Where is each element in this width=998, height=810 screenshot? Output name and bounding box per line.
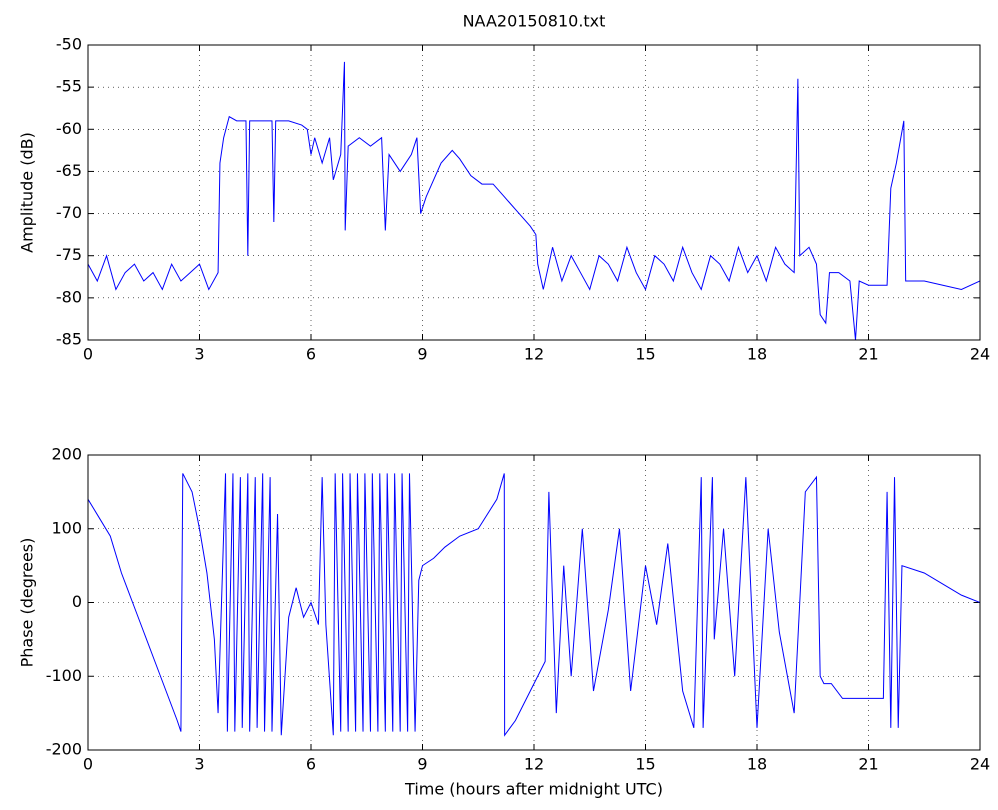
y-tick-label: -200 [46, 740, 82, 759]
data-line [88, 61, 980, 340]
x-tick-label: 6 [306, 755, 316, 774]
y-tick-label: -60 [56, 119, 82, 138]
x-tick-label: 6 [306, 345, 316, 364]
x-tick-label: 9 [417, 755, 427, 774]
axes-frame [87, 454, 981, 751]
x-tick-label: 21 [858, 755, 878, 774]
x-tick-label: 21 [858, 345, 878, 364]
x-tick-label: 12 [524, 345, 544, 364]
y-tick-label: 200 [51, 445, 82, 464]
data-line [88, 473, 980, 737]
x-tick-label: 12 [524, 755, 544, 774]
x-tick-label: 9 [417, 345, 427, 364]
axes: -85 -80 -75 -70 -65 -60 -55 -50 0 3 6 9 12 15 18 21 24 Am… [18, 35, 991, 364]
x-tick-label: 18 [747, 345, 767, 364]
y-tick-label: -50 [56, 35, 82, 54]
y-tick-label: -80 [56, 287, 82, 306]
y-axis-label: Phase (degrees) [18, 538, 37, 668]
x-tick-label: 18 [747, 755, 767, 774]
y-tick-label: -70 [56, 203, 82, 222]
y-axis-label: Amplitude (dB) [18, 132, 37, 253]
x-tick-label: 0 [83, 345, 93, 364]
x-tick-label: 0 [83, 755, 93, 774]
x-tick-label: 15 [635, 755, 655, 774]
y-tick-label: -65 [56, 161, 82, 180]
y-tick-label: -100 [46, 666, 82, 685]
x-tick-label: 3 [194, 345, 204, 364]
x-axis-label: Time (hours after midnight UTC) [404, 780, 663, 799]
chart-title: NAA20150810.txt [463, 12, 606, 31]
axes-frame [87, 44, 981, 341]
axes: -200 -100 0 100 200 0 3 6 9 12 15 18 21 24 Phase (degr… [18, 445, 991, 799]
x-tick-label: 3 [194, 755, 204, 774]
x-tick-label: 24 [970, 755, 990, 774]
x-tick-label: 15 [635, 345, 655, 364]
y-tick-label: -55 [56, 77, 82, 96]
y-tick-label: 100 [51, 518, 82, 537]
x-tick-label: 24 [970, 345, 990, 364]
y-tick-label: -85 [56, 330, 82, 349]
y-tick-label: 0 [72, 592, 82, 611]
y-tick-label: -75 [56, 245, 82, 264]
